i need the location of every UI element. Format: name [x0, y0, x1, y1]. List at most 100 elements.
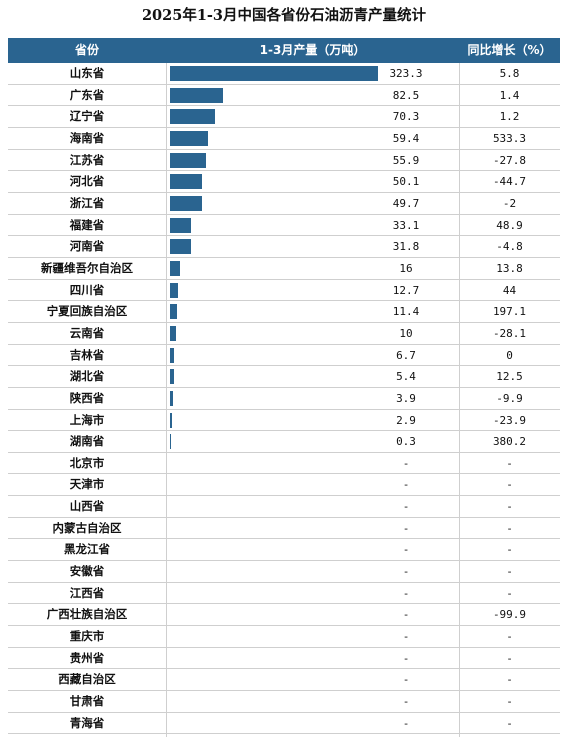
growth-cell: -9.9: [496, 391, 523, 405]
output-value: 55.9: [392, 153, 420, 167]
province-cell: 安徽省: [69, 564, 105, 579]
output-value: -: [402, 456, 410, 470]
table-row: 内蒙古自治区 - -: [8, 518, 560, 540]
province-cell: 辽宁省: [69, 109, 105, 124]
table-row: 湖北省 5.4 12.5: [8, 366, 560, 388]
output-value: -: [402, 716, 410, 730]
province-cell: 福建省: [69, 217, 105, 232]
growth-cell: -: [506, 586, 513, 600]
table-row: 上海市 2.9 -23.9: [8, 410, 560, 432]
table-row: 湖南省 0.3 380.2: [8, 431, 560, 453]
output-value: -: [402, 586, 410, 600]
output-bar: [170, 87, 224, 103]
table-row: 黑龙江省 - -: [8, 539, 560, 562]
table-body: 山东省 323.3 5.8 广东省 82.5 1.4 辽宁省 70.3 1.2 海南省 59.4 53…: [8, 63, 560, 735]
province-cell: 西藏自治区: [58, 672, 116, 687]
output-value: -: [402, 565, 410, 579]
output-value: 11.4: [392, 305, 420, 319]
province-cell: 天津市: [69, 477, 105, 492]
growth-cell: 0: [506, 348, 513, 362]
output-bar: [170, 109, 216, 125]
table-row: 福建省 33.1 48.9: [8, 215, 560, 237]
growth-cell: 12.5: [496, 370, 523, 384]
table-row: 山西省 - -: [8, 496, 560, 518]
growth-cell: -4.8: [496, 240, 523, 254]
province-cell: 河北省: [69, 174, 105, 189]
table-row: 甘肃省 - -: [8, 691, 560, 713]
table-row: 北京市 - -: [8, 453, 560, 475]
data-table: 省份 1-3月产量（万吨） 同比增长（%） 山东省 323.3 5.8 广东省 82.5…: [8, 38, 560, 737]
growth-cell: -99.9: [492, 608, 527, 622]
table-row: 广西壮族自治区 - -99.9: [8, 604, 560, 627]
province-cell: 湖南省: [69, 434, 105, 449]
output-value: 82.5: [392, 88, 420, 102]
growth-cell: 1.2: [499, 110, 520, 124]
table-row: 青海省 - -: [8, 713, 560, 735]
province-cell: 重庆市: [69, 629, 105, 644]
output-value: 12.7: [392, 283, 420, 297]
header-growth: 同比增长（%）: [467, 43, 552, 57]
output-bar: [170, 390, 173, 406]
output-value: -: [402, 673, 410, 687]
province-cell: 吉林省: [69, 347, 105, 362]
output-value: -: [402, 500, 410, 514]
province-cell: 湖北省: [69, 369, 105, 384]
growth-cell: -23.9: [492, 413, 527, 427]
output-value: 49.7: [392, 196, 420, 210]
output-bar: [170, 282, 179, 298]
province-cell: 海南省: [69, 130, 105, 145]
table-row: 江西省 - -: [8, 583, 560, 605]
growth-cell: -: [506, 456, 513, 470]
growth-cell: -: [506, 565, 513, 579]
table-row: 江苏省 55.9 -27.8: [8, 150, 560, 172]
header-province: 省份: [74, 43, 99, 57]
output-value: -: [402, 478, 410, 492]
province-cell: 山东省: [69, 66, 105, 80]
growth-cell: -: [506, 500, 513, 514]
output-value: 0.3: [396, 435, 416, 449]
output-bar: [170, 347, 175, 363]
province-cell: 江西省: [69, 585, 105, 600]
table-row: 河北省 50.1 -44.7: [8, 171, 560, 193]
growth-cell: 44: [502, 283, 517, 297]
growth-cell: 533.3: [492, 131, 527, 145]
province-cell: 青海省: [69, 715, 105, 730]
output-bar: [170, 174, 203, 190]
province-cell: 云南省: [69, 325, 105, 340]
province-cell: 陕西省: [69, 390, 105, 405]
output-value: 10: [399, 326, 413, 340]
output-value: -: [402, 521, 410, 535]
province-cell: 广东省: [69, 87, 105, 102]
province-cell: 甘肃省: [69, 694, 105, 709]
output-value: 50.1: [392, 175, 420, 189]
output-value: -: [402, 651, 410, 665]
table-row: 河南省 31.8 -4.8: [8, 236, 560, 258]
province-cell: 北京市: [69, 455, 105, 470]
province-cell: 河南省: [69, 239, 105, 254]
growth-cell: 197.1: [492, 305, 527, 319]
table-header: 省份 1-3月产量（万吨） 同比增长（%）: [8, 38, 560, 63]
output-bar: [170, 66, 378, 81]
output-value: 323.3: [389, 67, 423, 80]
province-cell: 山西省: [69, 499, 105, 514]
output-value: -: [402, 630, 410, 644]
output-value: 59.4: [392, 131, 420, 145]
table-row: 云南省 10 -28.1: [8, 323, 560, 345]
table-row: 吉林省 6.7 0: [8, 345, 560, 367]
table-row: 浙江省 49.7 -2: [8, 193, 560, 215]
output-bar: [170, 325, 177, 341]
output-value: 6.7: [396, 348, 416, 362]
table-row: 天津市 - -: [8, 474, 560, 497]
output-value: -: [402, 695, 410, 709]
output-bar: [170, 217, 192, 233]
growth-cell: -: [506, 543, 513, 557]
table-row: 广东省 82.5 1.4: [8, 85, 560, 107]
chart-title: 2025年1-3月中国各省份石油沥青产量统计: [141, 7, 427, 24]
province-cell: 江苏省: [69, 152, 105, 167]
growth-cell: 48.9: [496, 218, 523, 232]
output-bar: [170, 260, 181, 276]
province-cell: 内蒙古自治区: [52, 520, 122, 535]
growth-cell: 13.8: [496, 261, 523, 275]
growth-cell: 5.8: [499, 67, 520, 80]
table-row: 西藏自治区 - -: [8, 669, 560, 692]
